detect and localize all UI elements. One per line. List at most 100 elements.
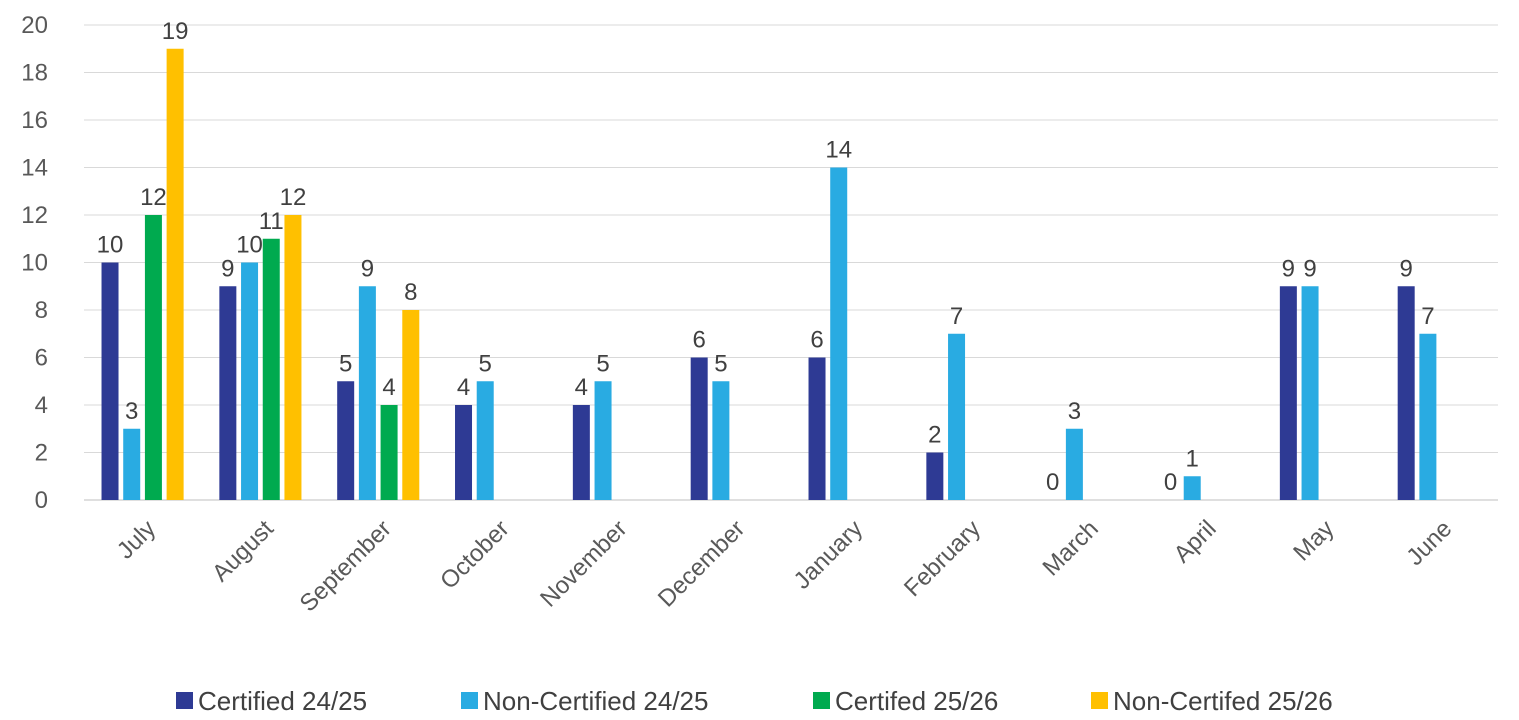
- x-tick-label: February: [899, 515, 986, 602]
- legend-swatch: [461, 692, 478, 709]
- data-label: 7: [950, 303, 963, 330]
- legend: Certified 24/25 Non-Certified 24/25 Certif…: [176, 686, 1333, 716]
- bar: [690, 357, 708, 500]
- data-label: 2: [928, 422, 941, 449]
- data-label: 5: [339, 350, 352, 377]
- data-label: 12: [280, 184, 307, 211]
- bar: [123, 428, 141, 500]
- data-label: 6: [810, 327, 823, 354]
- data-label: 3: [1068, 398, 1081, 425]
- data-label: 9: [1282, 255, 1295, 282]
- y-tick-label: 0: [35, 487, 48, 514]
- x-tick-label: July: [112, 515, 161, 564]
- y-axis-tick-labels: 0 2 4 6 8 10 12 14 16 18 20: [21, 12, 48, 514]
- data-label: 9: [221, 255, 234, 282]
- data-label: 5: [479, 350, 492, 377]
- data-label: 14: [825, 137, 852, 164]
- bar: [241, 262, 259, 500]
- data-label: 0: [1164, 469, 1177, 496]
- y-tick-label: 6: [35, 345, 48, 372]
- legend-label: Certified 24/25: [198, 686, 367, 716]
- bar: [166, 48, 184, 500]
- bar: [284, 215, 302, 500]
- data-label: 7: [1421, 303, 1434, 330]
- y-tick-label: 12: [21, 202, 48, 229]
- bar: [1397, 286, 1415, 500]
- data-label: 1: [1186, 445, 1199, 472]
- y-tick-label: 14: [21, 155, 48, 182]
- x-tick-label: May: [1288, 515, 1339, 566]
- bar: [1419, 333, 1437, 500]
- bar: [1279, 286, 1297, 500]
- legend-item: Non-Certifed 25/26: [1091, 686, 1333, 716]
- legend-item: Certified 24/25: [176, 686, 367, 716]
- bar: [144, 215, 162, 500]
- data-label: 10: [97, 232, 124, 259]
- x-tick-label: June: [1401, 515, 1457, 571]
- data-label: 11: [259, 208, 284, 235]
- data-label: 3: [125, 398, 138, 425]
- data-label: 8: [404, 279, 417, 306]
- bar: [830, 167, 848, 500]
- bar: [101, 262, 119, 500]
- x-tick-label: April: [1169, 515, 1222, 568]
- x-tick-label: September: [295, 515, 397, 617]
- x-tick-label: January: [789, 515, 868, 594]
- data-label: 19: [162, 18, 189, 45]
- data-label: 9: [361, 255, 374, 282]
- bar: [219, 286, 237, 500]
- bar: [402, 310, 420, 500]
- bar: [712, 381, 730, 500]
- bar: [926, 452, 944, 500]
- data-label: 5: [596, 350, 609, 377]
- data-label: 4: [457, 374, 470, 401]
- data-label: 0: [1046, 469, 1059, 496]
- legend-swatch: [1091, 692, 1108, 709]
- bar: [337, 381, 355, 500]
- legend-swatch: [176, 692, 193, 709]
- data-label: 4: [382, 374, 395, 401]
- bars: [101, 48, 1437, 500]
- bar: [455, 405, 473, 500]
- bar: [808, 357, 826, 500]
- y-tick-label: 20: [21, 12, 48, 39]
- legend-label: Certifed 25/26: [835, 686, 998, 716]
- data-label: 12: [140, 184, 167, 211]
- legend-label: Non-Certified 24/25: [483, 686, 708, 716]
- bar: [594, 381, 612, 500]
- y-tick-label: 2: [35, 440, 48, 467]
- x-tick-label: October: [435, 515, 514, 594]
- bar: [476, 381, 494, 500]
- data-label: 6: [693, 327, 706, 354]
- bar: [572, 405, 590, 500]
- bar: [358, 286, 376, 500]
- bar: [948, 333, 966, 500]
- y-tick-label: 10: [21, 250, 48, 277]
- bar: [380, 405, 398, 500]
- x-tick-label: November: [535, 515, 632, 612]
- bar: [1183, 476, 1201, 500]
- x-tick-label: December: [653, 515, 750, 612]
- legend-swatch: [813, 692, 830, 709]
- data-label: 10: [236, 232, 263, 259]
- bar: [1065, 428, 1083, 500]
- x-tick-label: March: [1038, 515, 1104, 581]
- y-tick-label: 8: [35, 297, 48, 324]
- x-tick-label: August: [207, 515, 279, 587]
- legend-label: Non-Certifed 25/26: [1113, 686, 1333, 716]
- data-label: 5: [714, 350, 727, 377]
- data-label: 9: [1303, 255, 1316, 282]
- y-tick-label: 16: [21, 107, 48, 134]
- gridlines: [84, 24, 1498, 501]
- y-tick-label: 4: [35, 392, 48, 419]
- legend-item: Certifed 25/26: [813, 686, 998, 716]
- x-axis-tick-labels: July August September October November Decemb…: [112, 515, 1457, 617]
- data-label: 9: [1400, 255, 1413, 282]
- data-label: 4: [575, 374, 588, 401]
- legend-item: Non-Certified 24/25: [461, 686, 708, 716]
- bar: [262, 238, 280, 500]
- bar: [1301, 286, 1319, 500]
- y-tick-label: 18: [21, 60, 48, 87]
